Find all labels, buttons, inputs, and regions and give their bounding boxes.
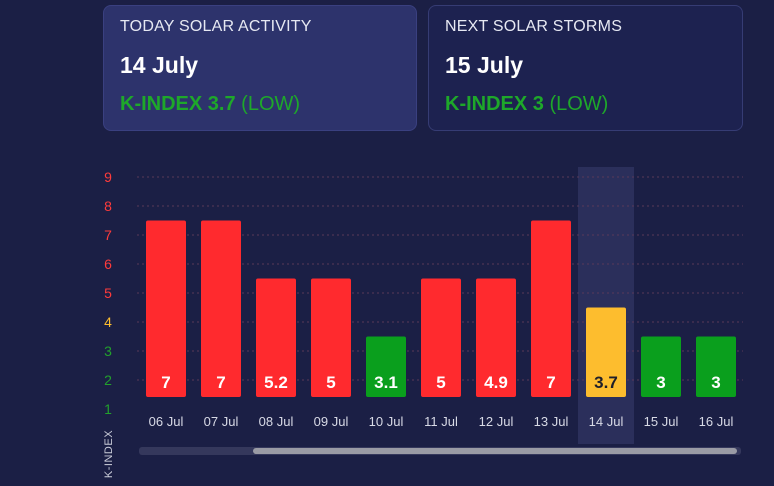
bar-data-label: 3 xyxy=(656,373,665,392)
chart-scrollbar-track[interactable] xyxy=(139,447,741,455)
today-solar-activity-card: TODAY SOLAR ACTIVITY 14 July K-INDEX 3.7… xyxy=(103,5,417,131)
x-tick-label: 07 Jul xyxy=(204,414,239,429)
x-tick-label: 16 Jul xyxy=(699,414,734,429)
y-tick-label: 7 xyxy=(104,227,112,243)
bar-data-label: 5 xyxy=(436,373,445,392)
today-k-index-value: K-INDEX 3.7 xyxy=(120,93,236,115)
next-card-label: NEXT SOLAR STORMS xyxy=(445,18,623,35)
bar-data-label: 7 xyxy=(216,373,225,392)
y-tick-label: 2 xyxy=(104,372,112,388)
y-tick-label: 4 xyxy=(104,314,112,330)
bar-data-label: 5.2 xyxy=(264,373,288,392)
bar-data-label: 3 xyxy=(711,373,720,392)
next-k-index-level: (LOW) xyxy=(549,93,609,115)
next-k-index-value: K-INDEX 3 xyxy=(445,93,544,115)
today-card-date: 14 July xyxy=(120,52,198,78)
x-tick-label: 09 Jul xyxy=(314,414,349,429)
bar xyxy=(366,336,406,397)
y-tick-label: 1 xyxy=(104,401,112,417)
bar-data-label: 7 xyxy=(546,373,555,392)
bar xyxy=(641,336,681,397)
x-tick-label: 13 Jul xyxy=(534,414,569,429)
bar xyxy=(146,220,186,397)
chart-scrollbar-thumb[interactable] xyxy=(253,448,737,454)
bar-data-label: 3.7 xyxy=(594,373,618,392)
bar xyxy=(696,336,736,397)
bar-data-label: 4.9 xyxy=(484,373,508,392)
y-tick-label: 6 xyxy=(104,256,112,272)
today-card-label: TODAY SOLAR ACTIVITY xyxy=(120,18,312,35)
next-solar-storms-card: NEXT SOLAR STORMS 15 July K-INDEX 3 (LOW… xyxy=(428,5,743,131)
today-k-index: K-INDEX 3.7 (LOW) xyxy=(120,93,400,116)
y-tick-label: 8 xyxy=(104,198,112,214)
bar xyxy=(256,278,296,397)
bar xyxy=(476,278,516,397)
x-tick-label: 08 Jul xyxy=(259,414,294,429)
y-axis-label: K-INDEX xyxy=(103,430,115,478)
bar-data-label: 7 xyxy=(161,373,170,392)
bar-data-label: 5 xyxy=(326,373,335,392)
x-tick-label: 11 Jul xyxy=(424,414,458,429)
next-k-index: K-INDEX 3 (LOW) xyxy=(445,93,726,116)
x-tick-label: 10 Jul xyxy=(369,414,404,429)
x-tick-label: 06 Jul xyxy=(149,414,184,429)
bar xyxy=(201,220,241,397)
x-tick-label: 15 Jul xyxy=(644,414,679,429)
bar xyxy=(586,307,626,397)
bar-data-label: 3.1 xyxy=(374,373,398,392)
y-tick-label: 3 xyxy=(104,343,112,359)
today-k-index-level: (LOW) xyxy=(241,93,301,115)
bar xyxy=(531,220,571,397)
bar xyxy=(311,278,351,397)
x-tick-label: 12 Jul xyxy=(479,414,514,429)
x-tick-label: 14 Jul xyxy=(589,414,624,429)
y-tick-label: 5 xyxy=(104,285,112,301)
bar xyxy=(421,278,461,397)
next-card-date: 15 July xyxy=(445,52,523,78)
highlight-column xyxy=(578,167,634,444)
y-tick-label: 9 xyxy=(104,169,112,185)
